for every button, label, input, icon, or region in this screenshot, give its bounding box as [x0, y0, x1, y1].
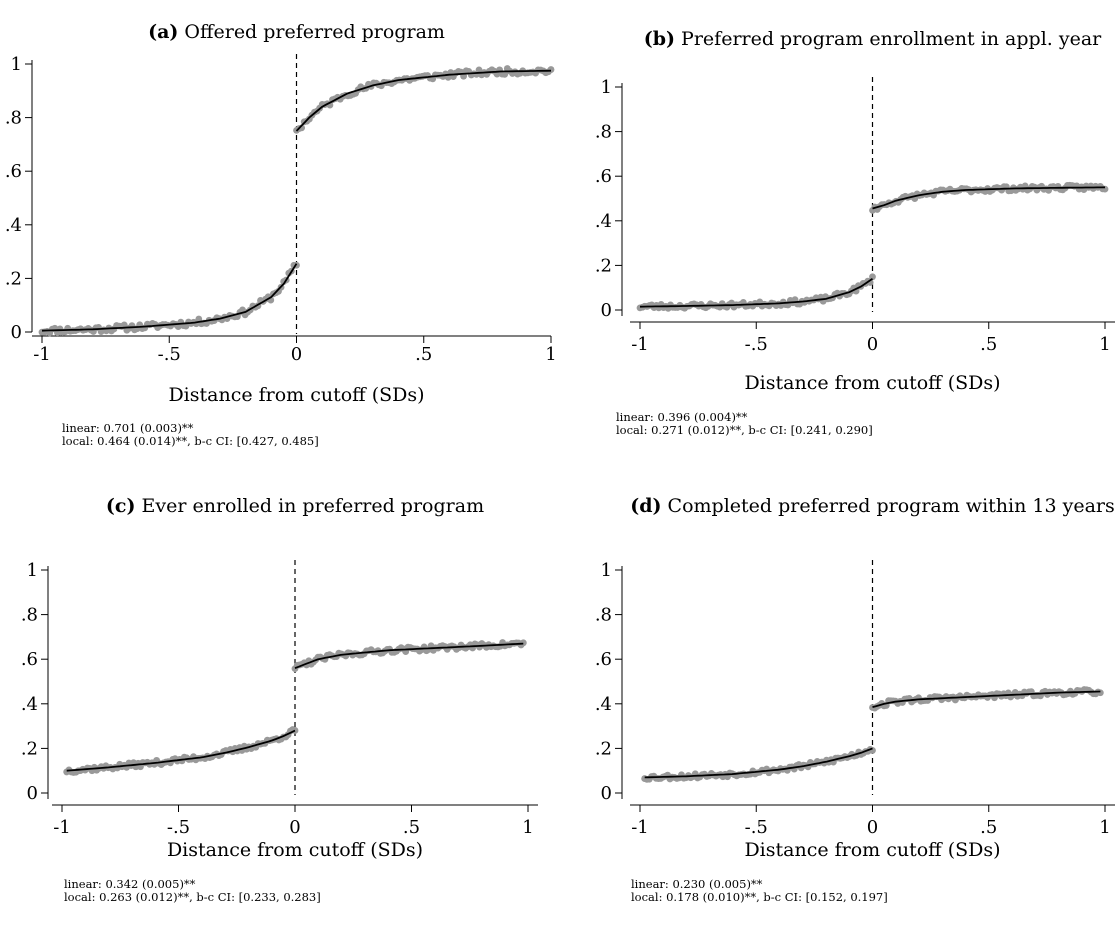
x-tick-label: -.5 — [745, 334, 768, 355]
linear-estimate: linear: 0.342 (0.005)** — [64, 877, 196, 891]
x-tick-label: 1 — [522, 817, 533, 838]
x-tick-label: .5 — [415, 344, 432, 365]
panel-a: (a) Offered preferred program -1 -.5 0 .5 1 0.… — [0, 0, 575, 467]
y-tick-label: .6 — [5, 161, 22, 182]
x-axis-label: Distance from cutoff (SDs) — [744, 372, 1000, 394]
scatter-point — [869, 273, 876, 281]
scatter-point — [120, 321, 128, 329]
title-text: Offered preferred program — [178, 21, 445, 43]
panel-label: (b) — [644, 28, 675, 50]
chart-svg: (d) Completed preferred program within 1… — [595, 495, 1115, 861]
fit-line-right — [872, 186, 1106, 210]
y-tick-label: .2 — [21, 738, 38, 759]
panel-label: (d) — [630, 495, 661, 517]
estimate-notes: linear: 0.342 (0.005)** local: 0.263 (0.… — [64, 878, 321, 904]
y-tick-label: 0 — [601, 783, 612, 804]
fit-line-left — [41, 263, 298, 332]
fit-line-right — [295, 69, 552, 132]
scatter-point — [1096, 689, 1104, 697]
x-tick-label: -1 — [631, 334, 649, 355]
x-tick-label: 0 — [291, 344, 302, 365]
y-tick-label: .6 — [21, 649, 38, 670]
linear-estimate: linear: 0.701 (0.003)** — [62, 421, 194, 435]
chart-svg: (a) Offered preferred program -1 -.5 0 .5 1 0.… — [5, 21, 557, 406]
chart-svg: (c) Ever enrolled in preferred program -1… — [21, 495, 538, 861]
fit-line-right — [294, 642, 524, 669]
fit-line-right — [872, 690, 1101, 708]
panel-c: (c) Ever enrolled in preferred program -1… — [0, 467, 575, 934]
x-tick-label: -.5 — [167, 817, 190, 838]
fit-line-left — [644, 747, 873, 779]
panel-label: (a) — [148, 21, 178, 43]
local-estimate: local: 0.178 (0.010)**, b-c CI: [0.152, … — [631, 890, 888, 904]
x-tick-label: .5 — [980, 817, 997, 838]
x-axis-label: Distance from cutoff (SDs) — [168, 384, 424, 406]
x-tick-label: -1 — [33, 344, 51, 365]
y-tick-label: .2 — [5, 268, 22, 289]
fit-line-left — [66, 729, 296, 772]
y-tick-label: .2 — [595, 255, 612, 276]
estimate-notes: linear: 0.230 (0.005)** local: 0.178 (0.… — [631, 878, 888, 904]
y-tick-label: .8 — [5, 108, 22, 129]
estimate-notes: linear: 0.701 (0.003)** local: 0.464 (0.… — [62, 422, 319, 448]
scatter-point — [519, 639, 527, 647]
x-axis-label: Distance from cutoff (SDs) — [167, 839, 423, 861]
y-tick-label: 1 — [601, 560, 612, 581]
y-tick-label: .8 — [595, 122, 612, 143]
x-tick-label: 1 — [545, 344, 556, 365]
chart-title: (a) Offered preferred program — [148, 21, 445, 43]
chart-title: (d) Completed preferred program within 1… — [630, 495, 1114, 517]
fit-line-left — [639, 278, 873, 308]
panel-b: (b) Preferred program enrollment in appl… — [560, 0, 1119, 467]
x-tick-label: -.5 — [745, 817, 768, 838]
scatter-point — [547, 66, 555, 73]
chart-title: (b) Preferred program enrollment in appl… — [644, 28, 1102, 50]
x-axis-label: Distance from cutoff (SDs) — [744, 839, 1000, 861]
x-tick-label: 0 — [289, 817, 300, 838]
y-tick-label: 1 — [601, 77, 612, 98]
panel-label: (c) — [106, 495, 136, 517]
y-tick-label: 0 — [11, 322, 22, 343]
x-tick-label: -.5 — [158, 344, 181, 365]
x-tick-label: -1 — [53, 817, 71, 838]
y-tick-label: .4 — [5, 215, 22, 236]
y-tick-label: 1 — [11, 54, 22, 75]
title-text: Ever enrolled in preferred program — [135, 495, 484, 517]
y-tick-label: .4 — [595, 211, 612, 232]
panel-d: (d) Completed preferred program within 1… — [560, 467, 1119, 934]
chart-title: (c) Ever enrolled in preferred program — [106, 495, 484, 517]
linear-estimate: linear: 0.230 (0.005)** — [631, 877, 763, 891]
y-tick-label: 1 — [27, 560, 38, 581]
y-tick-label: .8 — [21, 605, 38, 626]
x-tick-label: 0 — [867, 334, 878, 355]
y-tick-label: .6 — [595, 166, 612, 187]
x-tick-label: 0 — [867, 817, 878, 838]
y-tick-label: .8 — [595, 605, 612, 626]
linear-estimate: linear: 0.396 (0.004)** — [616, 410, 748, 424]
scatter-point — [869, 747, 876, 754]
y-tick-label: .2 — [595, 738, 612, 759]
chart-svg: (b) Preferred program enrollment in appl… — [595, 28, 1115, 394]
local-estimate: local: 0.263 (0.012)**, b-c CI: [0.233, … — [64, 890, 321, 904]
local-estimate: local: 0.271 (0.012)**, b-c CI: [0.241, … — [616, 423, 873, 437]
x-tick-label: 1 — [1099, 817, 1110, 838]
x-tick-label: .5 — [403, 817, 420, 838]
scatter-point — [501, 70, 509, 78]
title-text: Preferred program enrollment in appl. ye… — [675, 28, 1102, 50]
x-tick-label: 1 — [1099, 334, 1110, 355]
y-tick-label: 0 — [601, 300, 612, 321]
y-tick-label: .4 — [21, 694, 38, 715]
y-tick-label: 0 — [27, 783, 38, 804]
scatter-point — [291, 727, 299, 734]
estimate-notes: linear: 0.396 (0.004)** local: 0.271 (0.… — [616, 411, 873, 437]
title-text: Completed preferred program within 13 ye… — [662, 495, 1115, 517]
y-tick-label: .4 — [595, 694, 612, 715]
x-tick-label: -1 — [631, 817, 649, 838]
x-tick-label: .5 — [980, 334, 997, 355]
y-tick-label: .6 — [595, 649, 612, 670]
local-estimate: local: 0.464 (0.014)**, b-c CI: [0.427, … — [62, 434, 319, 448]
